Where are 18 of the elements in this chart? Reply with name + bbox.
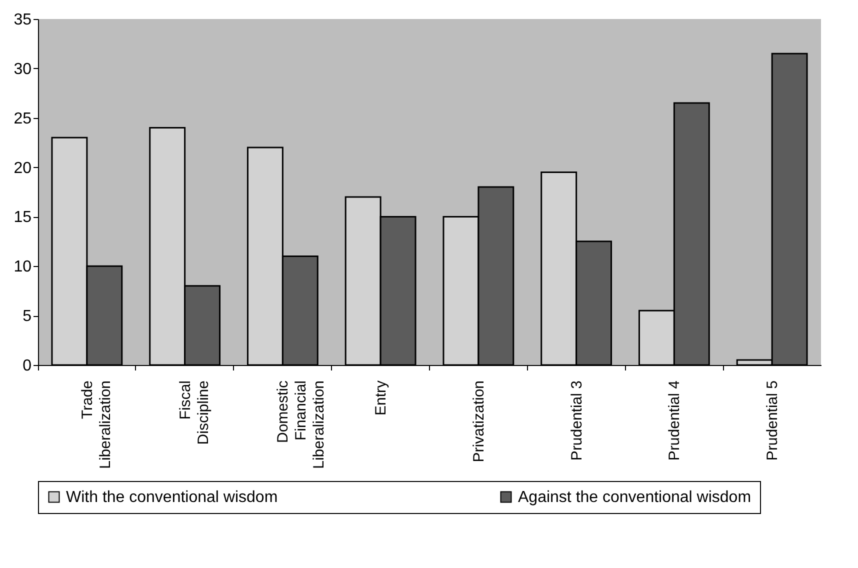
y-tick-label: 0 xyxy=(22,358,32,374)
x-tick-label: Prudential 5 xyxy=(764,380,782,461)
y-tick-label: 5 xyxy=(22,308,32,326)
y-tick-label: 15 xyxy=(14,209,32,226)
x-tick-label: Privatization xyxy=(470,380,488,462)
y-tick-label: 10 xyxy=(14,258,32,276)
y-tick-label: 35 xyxy=(14,12,32,28)
legend-label: Against the conventional wisdom xyxy=(518,489,752,506)
y-tick-label: 20 xyxy=(14,160,32,177)
x-tick-label: Fiscal Discipline xyxy=(176,380,212,445)
legend-label: With the conventional wisdom xyxy=(66,489,278,506)
y-tick-label: 25 xyxy=(14,110,32,128)
x-tick-label: Prudential 3 xyxy=(568,380,586,461)
y-tick-label: 30 xyxy=(14,60,32,78)
x-tick-label: Prudential 4 xyxy=(666,380,684,461)
x-tick-label: Trade Liberalization xyxy=(78,380,114,469)
x-tick-label: Entry xyxy=(372,380,390,416)
x-tick-label: Domestic Financial Liberalization xyxy=(274,380,328,469)
